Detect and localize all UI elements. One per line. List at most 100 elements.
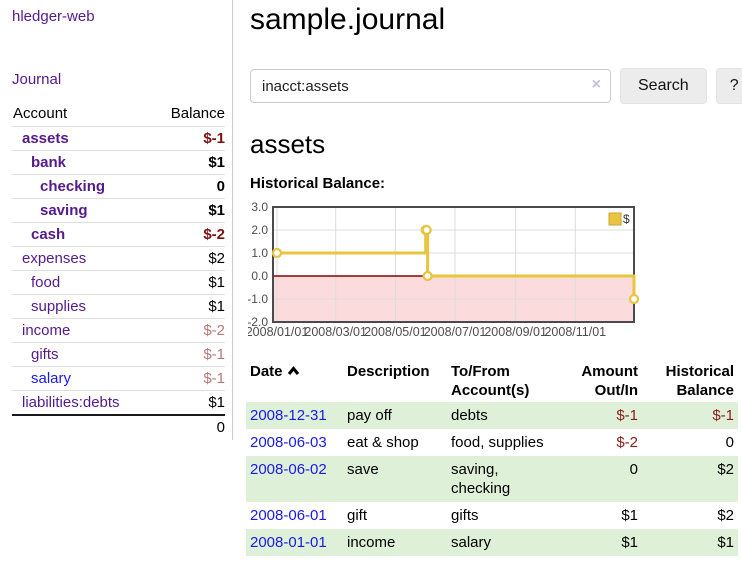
account-balance: $-2: [152, 318, 225, 343]
register-row: 2008-12-31 pay off debts $-1 $-1: [246, 402, 738, 429]
account-link[interactable]: checking: [40, 178, 106, 195]
transaction-description: income: [347, 534, 396, 551]
account-balance: $-1: [152, 366, 225, 391]
y-tick-label: 0.0: [251, 269, 268, 283]
account-row: checking 0: [12, 174, 225, 199]
account-balance: $1: [152, 198, 225, 223]
transaction-description: eat & shop: [347, 434, 419, 451]
account-link[interactable]: income: [22, 322, 71, 339]
transaction-balance: $-1: [712, 407, 734, 424]
transaction-accounts: gifts: [451, 507, 479, 524]
transaction-accounts: debts: [451, 407, 488, 424]
account-link[interactable]: liabilities:debts: [22, 394, 120, 411]
data-point-marker: [628, 293, 640, 305]
register-row: 2008-06-03 eat & shop food, supplies $-2 0: [246, 429, 738, 456]
search-input-wrap: ×: [250, 69, 611, 103]
accounts-total-row: 0: [12, 414, 225, 439]
transaction-balance: $2: [717, 461, 734, 478]
account-row: expenses $2: [12, 246, 225, 271]
data-point-marker: [421, 224, 432, 236]
legend-label: $: [623, 212, 630, 226]
register-header-amount: Amount Out/In: [581, 363, 638, 399]
account-link[interactable]: assets: [22, 130, 69, 147]
account-link[interactable]: gifts: [31, 346, 59, 363]
transaction-date-link[interactable]: 2008-06-02: [250, 461, 327, 478]
x-tick-label: 2008/09/01: [484, 325, 547, 339]
account-balance: $-1: [152, 126, 225, 151]
account-link[interactable]: cash: [31, 226, 66, 243]
data-point-marker: [422, 270, 433, 282]
account-row: cash $-2: [12, 222, 225, 247]
transaction-balance: $2: [717, 507, 734, 524]
y-tick-label: 2.0: [251, 223, 268, 237]
account-link[interactable]: food: [31, 274, 61, 291]
x-tick-label: 2008/07/01: [424, 325, 487, 339]
search-input[interactable]: [250, 69, 611, 103]
transaction-date-link[interactable]: 2008-12-31: [250, 407, 327, 424]
register-header-date[interactable]: Date: [246, 360, 343, 402]
sidebar-item-journal[interactable]: Journal: [12, 71, 62, 88]
transaction-amount: 0: [629, 461, 638, 478]
data-point-marker: [271, 247, 283, 259]
register-header-description: Description: [347, 363, 430, 380]
sidebar: hledger-web Journal Account Balance asse…: [0, 0, 233, 440]
transaction-balance: 0: [725, 434, 734, 451]
transaction-date-link[interactable]: 2008-06-03: [250, 434, 327, 451]
plot-border: [272, 206, 635, 323]
account-row: gifts $-1: [12, 342, 225, 367]
x-tick-label: 2008/11/01: [544, 325, 606, 339]
account-balance: 0: [152, 174, 225, 199]
account-row: bank $1: [12, 150, 225, 175]
x-tick-label: 2008/01/01: [248, 325, 308, 339]
chart-title: Historical Balance:: [250, 175, 386, 192]
main-content: sample.journal × Search ? assets Histori…: [246, 0, 742, 556]
account-link[interactable]: supplies: [31, 298, 87, 315]
y-tick-label: 1.0: [251, 246, 268, 260]
accounts-header-account: Account: [13, 105, 68, 122]
transaction-accounts: food, supplies: [451, 434, 544, 451]
y-tick-label: -2.0: [248, 315, 268, 329]
account-link[interactable]: expenses: [22, 250, 87, 267]
account-link[interactable]: bank: [31, 154, 67, 171]
account-row: liabilities:debts $1: [12, 390, 225, 415]
account-row: assets $-1: [12, 126, 225, 151]
clear-search-icon[interactable]: ×: [591, 76, 601, 93]
historical-balance-chart: 3.0 2.0 1.0 0.0 -1.0 -2.02008/01/012008/03/01…: [248, 200, 640, 339]
transaction-date-link[interactable]: 2008-01-01: [250, 534, 327, 551]
accounts-total-value: 0: [152, 414, 225, 439]
transaction-accounts: saving, checking: [451, 461, 511, 497]
help-button[interactable]: ?: [715, 68, 742, 104]
account-row: income $-2: [12, 318, 225, 343]
transaction-amount: $1: [621, 507, 638, 524]
transaction-date-link[interactable]: 2008-06-01: [250, 507, 327, 524]
register-row: 2008-01-01 income salary $1 $1: [246, 529, 738, 556]
account-balance: $2: [152, 246, 225, 271]
accounts-total-spacer: [12, 414, 153, 439]
x-tick-label: 2008/03/01: [304, 325, 367, 339]
transaction-description: gift: [347, 507, 368, 524]
accounts-table: Account Balance assets $-1 bank $1 checking 0…: [12, 103, 225, 439]
search-button[interactable]: Search: [620, 68, 707, 104]
transaction-accounts: salary: [451, 534, 492, 551]
transaction-amount: $1: [621, 534, 638, 551]
account-balance: $1: [152, 294, 225, 319]
y-tick-label: -1.0: [248, 292, 268, 306]
account-link[interactable]: saving: [40, 202, 88, 219]
transaction-balance: $1: [717, 534, 734, 551]
search-bar: × Search ?: [250, 68, 742, 104]
accounts-header-row: Account Balance: [12, 103, 225, 127]
account-row: supplies $1: [12, 294, 225, 319]
page-title: sample.journal: [250, 3, 446, 36]
register-table: Date Description To/From Account(s) Amou…: [246, 360, 738, 556]
accounts-header-balance: Balance: [170, 105, 225, 122]
transaction-amount: $-1: [616, 407, 638, 424]
transaction-description: save: [347, 461, 379, 478]
account-row: salary $-1: [12, 366, 225, 391]
account-link[interactable]: salary: [31, 370, 72, 387]
register-row: 2008-06-01 gift gifts $1 $2: [246, 502, 738, 529]
account-balance: $1: [152, 270, 225, 295]
sort-ascending-icon: [287, 362, 300, 381]
account-balance: $1: [152, 150, 225, 175]
app-title: hledger-web: [12, 8, 95, 25]
account-balance: $-2: [152, 222, 225, 247]
